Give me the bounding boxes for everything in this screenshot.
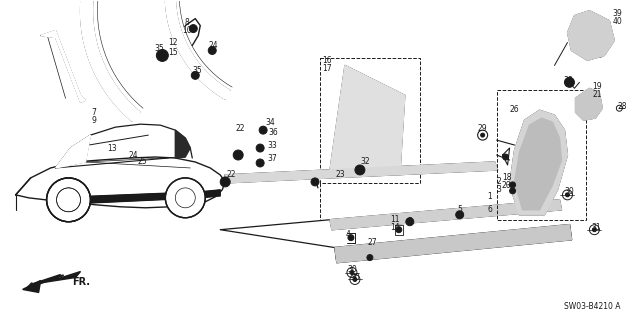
Circle shape (256, 144, 264, 152)
Circle shape (353, 278, 357, 281)
Circle shape (509, 188, 516, 194)
Circle shape (259, 126, 267, 134)
Text: 13: 13 (108, 144, 117, 152)
Circle shape (311, 178, 319, 186)
Text: 33: 33 (268, 141, 277, 150)
Text: 37: 37 (268, 153, 277, 162)
Polygon shape (56, 135, 90, 168)
Circle shape (456, 211, 464, 219)
Text: 31: 31 (591, 223, 601, 232)
Circle shape (396, 227, 402, 233)
Polygon shape (51, 190, 220, 205)
Text: 4: 4 (346, 230, 350, 239)
Text: 24: 24 (209, 41, 218, 50)
Circle shape (355, 165, 365, 175)
Text: 32: 32 (360, 158, 370, 167)
Text: 28: 28 (618, 102, 627, 111)
Text: 39: 39 (612, 9, 622, 18)
Text: 35: 35 (154, 44, 164, 53)
Text: 34: 34 (265, 118, 275, 127)
Text: 6: 6 (487, 205, 492, 214)
Circle shape (191, 71, 199, 79)
Polygon shape (40, 31, 86, 102)
Text: 5: 5 (408, 217, 412, 226)
Circle shape (502, 154, 509, 160)
Bar (497, 90, 586, 220)
Text: 2: 2 (496, 177, 501, 186)
Circle shape (47, 178, 90, 222)
Text: 40: 40 (612, 17, 622, 26)
Circle shape (406, 218, 414, 226)
Circle shape (350, 271, 354, 274)
Polygon shape (515, 118, 561, 210)
Circle shape (348, 235, 354, 241)
Text: 35: 35 (193, 66, 202, 75)
Circle shape (233, 150, 243, 160)
Circle shape (208, 47, 216, 55)
Text: 3: 3 (496, 185, 501, 194)
Polygon shape (81, 0, 140, 121)
Polygon shape (575, 88, 602, 120)
Text: 9: 9 (91, 116, 96, 125)
Text: 22: 22 (236, 124, 245, 133)
Text: 36: 36 (268, 128, 278, 137)
Text: 20: 20 (502, 182, 511, 190)
Text: FR.: FR. (72, 278, 90, 287)
Text: 27: 27 (367, 238, 377, 247)
Polygon shape (22, 280, 40, 293)
Circle shape (509, 182, 516, 188)
Circle shape (189, 25, 197, 33)
Circle shape (165, 178, 205, 218)
Text: 10: 10 (182, 26, 192, 35)
Text: 17: 17 (322, 64, 332, 73)
Text: 1: 1 (487, 192, 492, 201)
Text: 26: 26 (510, 105, 520, 114)
Text: 23: 23 (335, 170, 345, 179)
Text: 7: 7 (91, 108, 96, 117)
Polygon shape (330, 200, 561, 230)
Circle shape (481, 133, 484, 137)
Circle shape (564, 78, 575, 87)
Text: 12: 12 (168, 38, 178, 47)
Circle shape (256, 159, 264, 167)
Polygon shape (165, 0, 230, 99)
Text: 5: 5 (457, 205, 462, 214)
Text: 22: 22 (227, 170, 236, 179)
Circle shape (593, 228, 596, 232)
Text: 30: 30 (564, 187, 574, 197)
Text: 14: 14 (390, 223, 399, 232)
Text: 21: 21 (593, 90, 602, 99)
Text: 25: 25 (138, 158, 147, 167)
Circle shape (156, 49, 168, 62)
Text: SW03-B4210 A: SW03-B4210 A (564, 302, 621, 311)
Circle shape (367, 255, 373, 261)
Circle shape (566, 193, 570, 197)
Bar (320, 58, 420, 183)
Polygon shape (175, 130, 190, 158)
Text: 29: 29 (478, 124, 488, 133)
Text: 30: 30 (347, 265, 357, 274)
Polygon shape (568, 11, 614, 60)
Text: 11: 11 (390, 215, 399, 224)
Text: 30: 30 (350, 273, 360, 282)
Circle shape (220, 177, 230, 187)
Polygon shape (335, 225, 572, 263)
Text: 16: 16 (322, 56, 332, 65)
Polygon shape (225, 162, 498, 183)
Text: 15: 15 (168, 48, 178, 57)
Text: 19: 19 (593, 82, 602, 91)
Text: 38: 38 (564, 76, 573, 85)
Polygon shape (330, 65, 405, 175)
Text: 18: 18 (502, 174, 511, 182)
Text: 8: 8 (185, 18, 189, 27)
Polygon shape (509, 110, 568, 215)
Text: 24: 24 (129, 151, 138, 160)
Polygon shape (31, 271, 81, 285)
